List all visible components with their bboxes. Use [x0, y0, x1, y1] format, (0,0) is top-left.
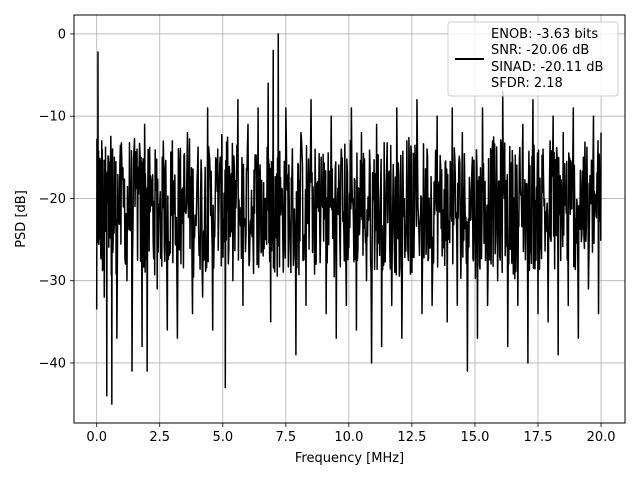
x-tick-label: 7.5 — [275, 430, 296, 445]
y-tick-label: −40 — [39, 356, 66, 371]
x-axis-label: Frequency [MHz] — [295, 451, 404, 466]
x-tick-label: 10.0 — [334, 430, 363, 445]
legend-enob: ENOB: -3.63 bits — [491, 27, 598, 42]
y-axis-label: PSD [dB] — [14, 190, 29, 248]
x-tick-label: 20.0 — [587, 430, 616, 445]
legend: ENOB: -3.63 bits SNR: -20.06 dB SINAD: -… — [447, 21, 619, 97]
x-tick-label: 2.5 — [149, 430, 170, 445]
axes-frame — [73, 14, 626, 424]
y-tick-label: −30 — [39, 274, 66, 289]
series-group — [95, 33, 602, 405]
legend-box — [447, 21, 619, 97]
y-tick-label: −10 — [39, 110, 66, 125]
x-tick-label: 17.5 — [524, 430, 553, 445]
legend-sinad: SINAD: -20.11 dB — [491, 60, 603, 75]
y-tick-label: −20 — [39, 192, 66, 207]
legend-sfdr: SFDR: 2.18 — [491, 76, 563, 91]
psd-series-line — [95, 33, 602, 405]
x-tick-label: 5.0 — [212, 430, 233, 445]
y-tick-label: 0 — [58, 27, 66, 42]
y-ticks: 0 −10 −20 −30 −40 — [39, 27, 74, 371]
legend-snr: SNR: -20.06 dB — [491, 43, 589, 58]
x-tick-label: 15.0 — [460, 430, 489, 445]
x-tick-label: 12.5 — [397, 430, 426, 445]
x-ticks: 0.0 2.5 5.0 7.5 10.0 12.5 15.0 17.5 20.0 — [86, 423, 616, 445]
x-tick-label: 0.0 — [86, 430, 107, 445]
